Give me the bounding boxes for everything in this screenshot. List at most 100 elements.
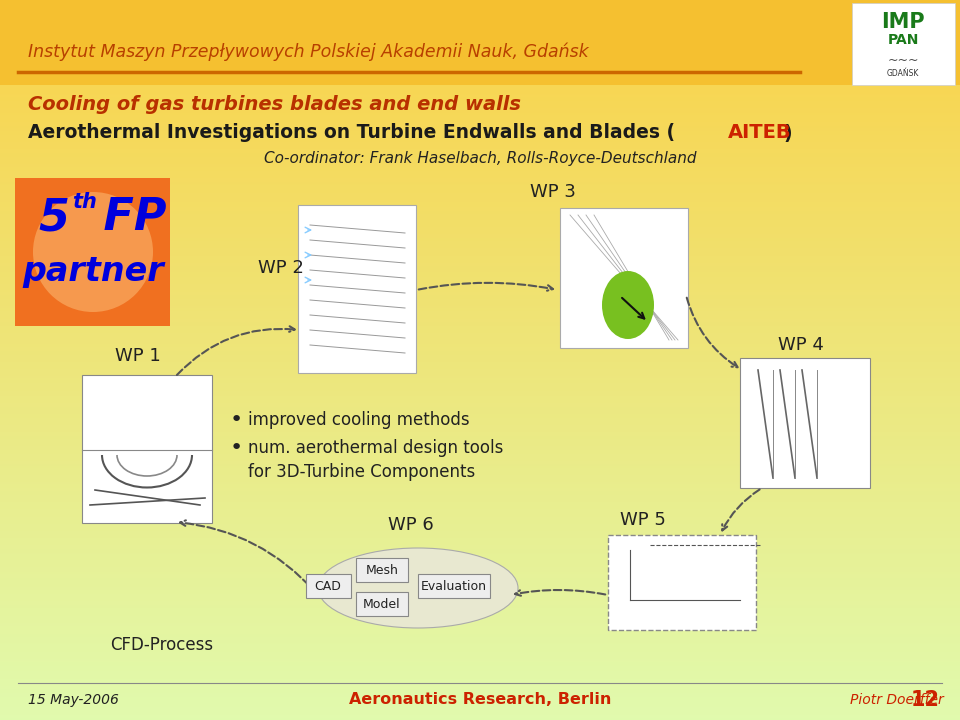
Bar	[0, 662, 960, 665]
Bar	[0, 167, 960, 170]
Bar	[0, 526, 960, 528]
Bar	[0, 286, 960, 289]
Bar	[298, 205, 416, 373]
Text: WP 1: WP 1	[115, 347, 160, 365]
Bar	[0, 482, 960, 485]
Bar	[0, 455, 960, 458]
Bar	[0, 639, 960, 642]
Bar	[0, 632, 960, 634]
Bar	[0, 90, 960, 92]
Bar	[0, 405, 960, 408]
Bar	[0, 649, 960, 652]
Bar	[0, 360, 960, 362]
Text: num. aerothermal design tools: num. aerothermal design tools	[248, 439, 503, 457]
Bar	[0, 207, 960, 210]
Bar	[0, 590, 960, 593]
Bar	[0, 271, 960, 274]
Bar	[0, 558, 960, 560]
Bar	[0, 199, 960, 202]
Bar	[0, 470, 960, 472]
Bar	[0, 184, 960, 186]
Bar	[0, 652, 960, 654]
Bar	[0, 323, 960, 325]
Bar	[0, 158, 960, 161]
Bar	[0, 563, 960, 566]
Bar	[0, 565, 960, 567]
Bar	[0, 587, 960, 589]
Bar	[0, 595, 960, 598]
Bar	[0, 284, 960, 287]
Bar	[0, 202, 960, 204]
Bar	[0, 266, 960, 269]
Bar	[0, 572, 960, 575]
Bar	[0, 677, 960, 679]
Bar	[0, 50, 960, 53]
Bar	[0, 697, 960, 699]
Bar	[0, 317, 960, 319]
Bar	[0, 719, 960, 720]
Text: WP 3: WP 3	[530, 183, 576, 201]
Bar	[0, 454, 960, 456]
Bar	[0, 25, 960, 27]
Bar	[0, 349, 960, 351]
Bar	[0, 382, 960, 384]
Bar	[418, 574, 490, 598]
Bar	[0, 344, 960, 346]
Bar	[0, 299, 960, 301]
Text: PAN: PAN	[887, 33, 919, 47]
Bar	[0, 342, 960, 344]
Bar	[0, 353, 960, 355]
Bar	[0, 122, 960, 125]
Bar	[0, 86, 960, 89]
Bar	[0, 222, 960, 224]
Bar	[0, 179, 960, 181]
Bar	[0, 288, 960, 290]
Bar	[0, 666, 960, 668]
Bar	[0, 43, 960, 45]
Bar	[0, 554, 960, 557]
Bar	[0, 311, 960, 314]
Bar	[0, 670, 960, 672]
Bar	[0, 5, 960, 8]
Bar	[0, 279, 960, 282]
Bar	[0, 9, 960, 12]
Bar	[0, 131, 960, 134]
Bar	[0, 625, 960, 627]
Bar	[0, 192, 960, 195]
Bar	[0, 346, 960, 348]
Text: CFD-Process: CFD-Process	[110, 636, 213, 654]
Bar	[0, 464, 960, 467]
Bar	[0, 301, 960, 303]
Text: th: th	[72, 192, 97, 212]
Bar	[0, 304, 960, 307]
Text: Mesh: Mesh	[366, 564, 398, 577]
Bar	[0, 270, 960, 272]
Bar	[0, 318, 960, 321]
Bar	[0, 680, 960, 683]
Bar	[0, 220, 960, 222]
Bar	[0, 626, 960, 629]
Bar	[0, 274, 960, 276]
Bar	[0, 191, 960, 193]
Bar	[0, 673, 960, 675]
Text: FP: FP	[88, 197, 166, 240]
Bar	[0, 484, 960, 487]
Text: •: •	[230, 438, 243, 458]
Ellipse shape	[318, 548, 518, 628]
Bar	[0, 459, 960, 462]
Bar	[0, 41, 960, 44]
Bar	[0, 236, 960, 238]
Bar	[0, 180, 960, 182]
Bar	[0, 212, 960, 215]
Bar	[0, 181, 960, 184]
Bar	[0, 18, 960, 20]
Text: Cooling of gas turbines blades and end walls: Cooling of gas turbines blades and end w…	[28, 96, 521, 114]
Bar	[0, 383, 960, 386]
Bar	[0, 59, 960, 62]
Bar	[0, 503, 960, 505]
Bar	[0, 439, 960, 441]
Bar	[0, 504, 960, 506]
Bar	[0, 310, 960, 312]
Bar	[0, 693, 960, 696]
Bar	[0, 94, 960, 96]
